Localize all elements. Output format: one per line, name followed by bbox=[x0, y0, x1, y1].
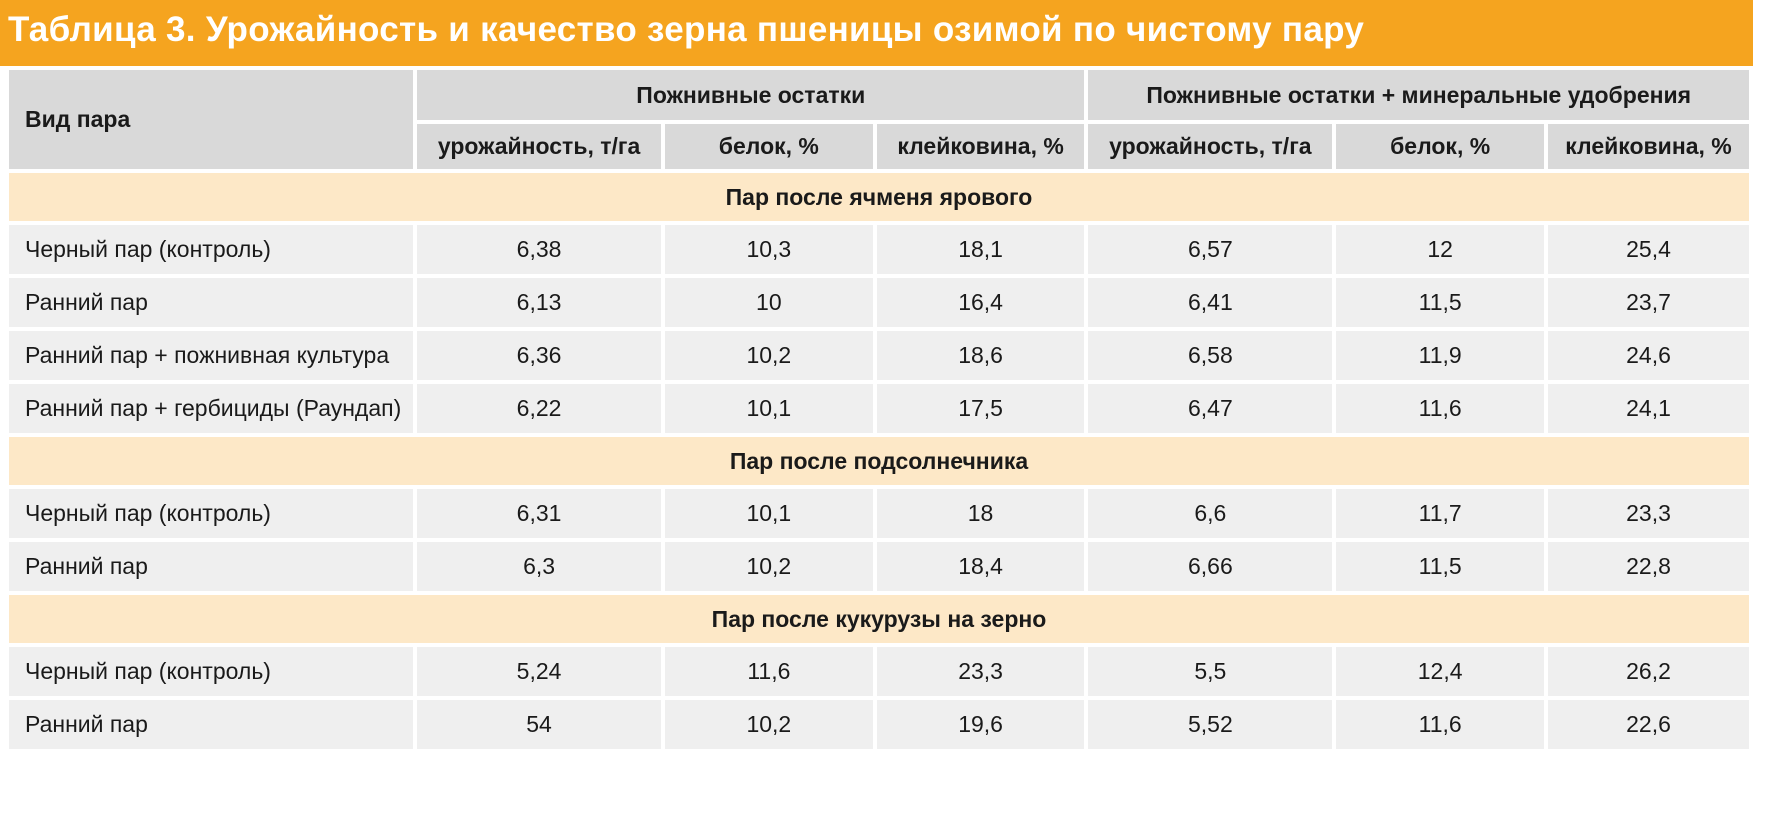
header-col-protein-2: белок, % bbox=[1336, 124, 1544, 169]
table-cell: 6,57 bbox=[1088, 225, 1333, 274]
header-group-residues: Пожнивные остатки bbox=[417, 70, 1085, 120]
header-col-yield-2: урожайность, т/га bbox=[1088, 124, 1333, 169]
table-cell: 18,4 bbox=[876, 542, 1085, 591]
header-col-gluten-1: клейковина, % bbox=[876, 124, 1085, 169]
table-cell: 22,6 bbox=[1548, 700, 1749, 749]
table-cell: 11,6 bbox=[1336, 700, 1544, 749]
table-cell: 5,24 bbox=[417, 647, 661, 696]
table-title-text: Таблица 3. Урожайность и качество зерна … bbox=[8, 10, 1365, 49]
table-cell: 23,7 bbox=[1548, 278, 1749, 327]
table-cell: 11,5 bbox=[1336, 542, 1544, 591]
header-group-residues-fertilizers: Пожнивные остатки + минеральные удобрени… bbox=[1088, 70, 1749, 120]
row-label: Ранний пар bbox=[9, 700, 414, 749]
table-cell: 11,5 bbox=[1336, 278, 1544, 327]
table-cell: 6,13 bbox=[417, 278, 661, 327]
table-row: Черный пар (контроль) 6,38 10,3 18,1 6,57 12 2… bbox=[9, 225, 1749, 274]
row-label: Черный пар (контроль) bbox=[9, 647, 414, 696]
table-cell: 23,3 bbox=[876, 647, 1085, 696]
table-cell: 12,4 bbox=[1336, 647, 1544, 696]
table-cell: 6,6 bbox=[1088, 489, 1333, 538]
table-cell: 25,4 bbox=[1548, 225, 1749, 274]
table-cell: 12 bbox=[1336, 225, 1544, 274]
table-cell: 18 bbox=[876, 489, 1085, 538]
table-cell: 10,2 bbox=[664, 700, 873, 749]
table-row: Ранний пар + пожнивная культура 6,36 10,2 1… bbox=[9, 331, 1749, 380]
row-label: Ранний пар + гербициды (Раундап) bbox=[9, 384, 414, 433]
table-cell: 6,41 bbox=[1088, 278, 1333, 327]
table-cell: 18,6 bbox=[876, 331, 1085, 380]
table-title: Таблица 3. Урожайность и качество зерна … bbox=[0, 0, 1767, 66]
row-label: Ранний пар bbox=[9, 542, 414, 591]
row-label: Черный пар (контроль) bbox=[9, 489, 414, 538]
table-cell: 10,3 bbox=[664, 225, 873, 274]
row-label: Ранний пар + пожнивная культура bbox=[9, 331, 414, 380]
table-cell: 6,31 bbox=[417, 489, 661, 538]
table-cell: 6,66 bbox=[1088, 542, 1333, 591]
table-cell: 26,2 bbox=[1548, 647, 1749, 696]
table-cell: 6,38 bbox=[417, 225, 661, 274]
table-row: Черный пар (контроль) 5,24 11,6 23,3 5,5 12,4… bbox=[9, 647, 1749, 696]
section-title: Пар после ячменя ярового bbox=[9, 173, 1749, 221]
table-cell: 24,1 bbox=[1548, 384, 1749, 433]
row-label: Ранний пар bbox=[9, 278, 414, 327]
table-cell: 18,1 bbox=[876, 225, 1085, 274]
table-cell: 10,1 bbox=[664, 489, 873, 538]
table-cell: 6,22 bbox=[417, 384, 661, 433]
table-cell: 10,2 bbox=[664, 331, 873, 380]
table-cell: 22,8 bbox=[1548, 542, 1749, 591]
title-edge bbox=[1753, 0, 1767, 66]
table-cell: 24,6 bbox=[1548, 331, 1749, 380]
section-title: Пар после подсолнечника bbox=[9, 437, 1749, 485]
table-row: Ранний пар 54 10,2 19,6 5,52 11,6 22,6 bbox=[9, 700, 1749, 749]
table-cell: 11,9 bbox=[1336, 331, 1544, 380]
section-title: Пар после кукурузы на зерно bbox=[9, 595, 1749, 643]
table-cell: 6,47 bbox=[1088, 384, 1333, 433]
table-cell: 6,3 bbox=[417, 542, 661, 591]
table-cell: 5,52 bbox=[1088, 700, 1333, 749]
table-cell: 17,5 bbox=[876, 384, 1085, 433]
header-row-label: Вид пара bbox=[9, 70, 414, 169]
table-cell: 11,6 bbox=[664, 647, 873, 696]
header-col-yield-1: урожайность, т/га bbox=[417, 124, 661, 169]
table-cell: 11,6 bbox=[1336, 384, 1544, 433]
table-row: Черный пар (контроль) 6,31 10,1 18 6,6 11,7 23… bbox=[9, 489, 1749, 538]
table-cell: 10,2 bbox=[664, 542, 873, 591]
table-cell: 16,4 bbox=[876, 278, 1085, 327]
table-cell: 19,6 bbox=[876, 700, 1085, 749]
table-row: Ранний пар + гербициды (Раундап) 6,22 10,1… bbox=[9, 384, 1749, 433]
table-row: Ранний пар 6,13 10 16,4 6,41 11,5 23,7 bbox=[9, 278, 1749, 327]
table-cell: 54 bbox=[417, 700, 661, 749]
table-row: Ранний пар 6,3 10,2 18,4 6,66 11,5 22,8 bbox=[9, 542, 1749, 591]
yield-quality-table: Вид пара Пожнивные остатки Пожнивные ост… bbox=[5, 66, 1753, 753]
table-cell: 11,7 bbox=[1336, 489, 1544, 538]
header-col-protein-1: белок, % bbox=[664, 124, 873, 169]
table-cell: 5,5 bbox=[1088, 647, 1333, 696]
table-cell: 6,58 bbox=[1088, 331, 1333, 380]
header-col-gluten-2: клейковина, % bbox=[1548, 124, 1749, 169]
row-label: Черный пар (контроль) bbox=[9, 225, 414, 274]
table-cell: 10 bbox=[664, 278, 873, 327]
table-cell: 23,3 bbox=[1548, 489, 1749, 538]
table-cell: 6,36 bbox=[417, 331, 661, 380]
table-cell: 10,1 bbox=[664, 384, 873, 433]
